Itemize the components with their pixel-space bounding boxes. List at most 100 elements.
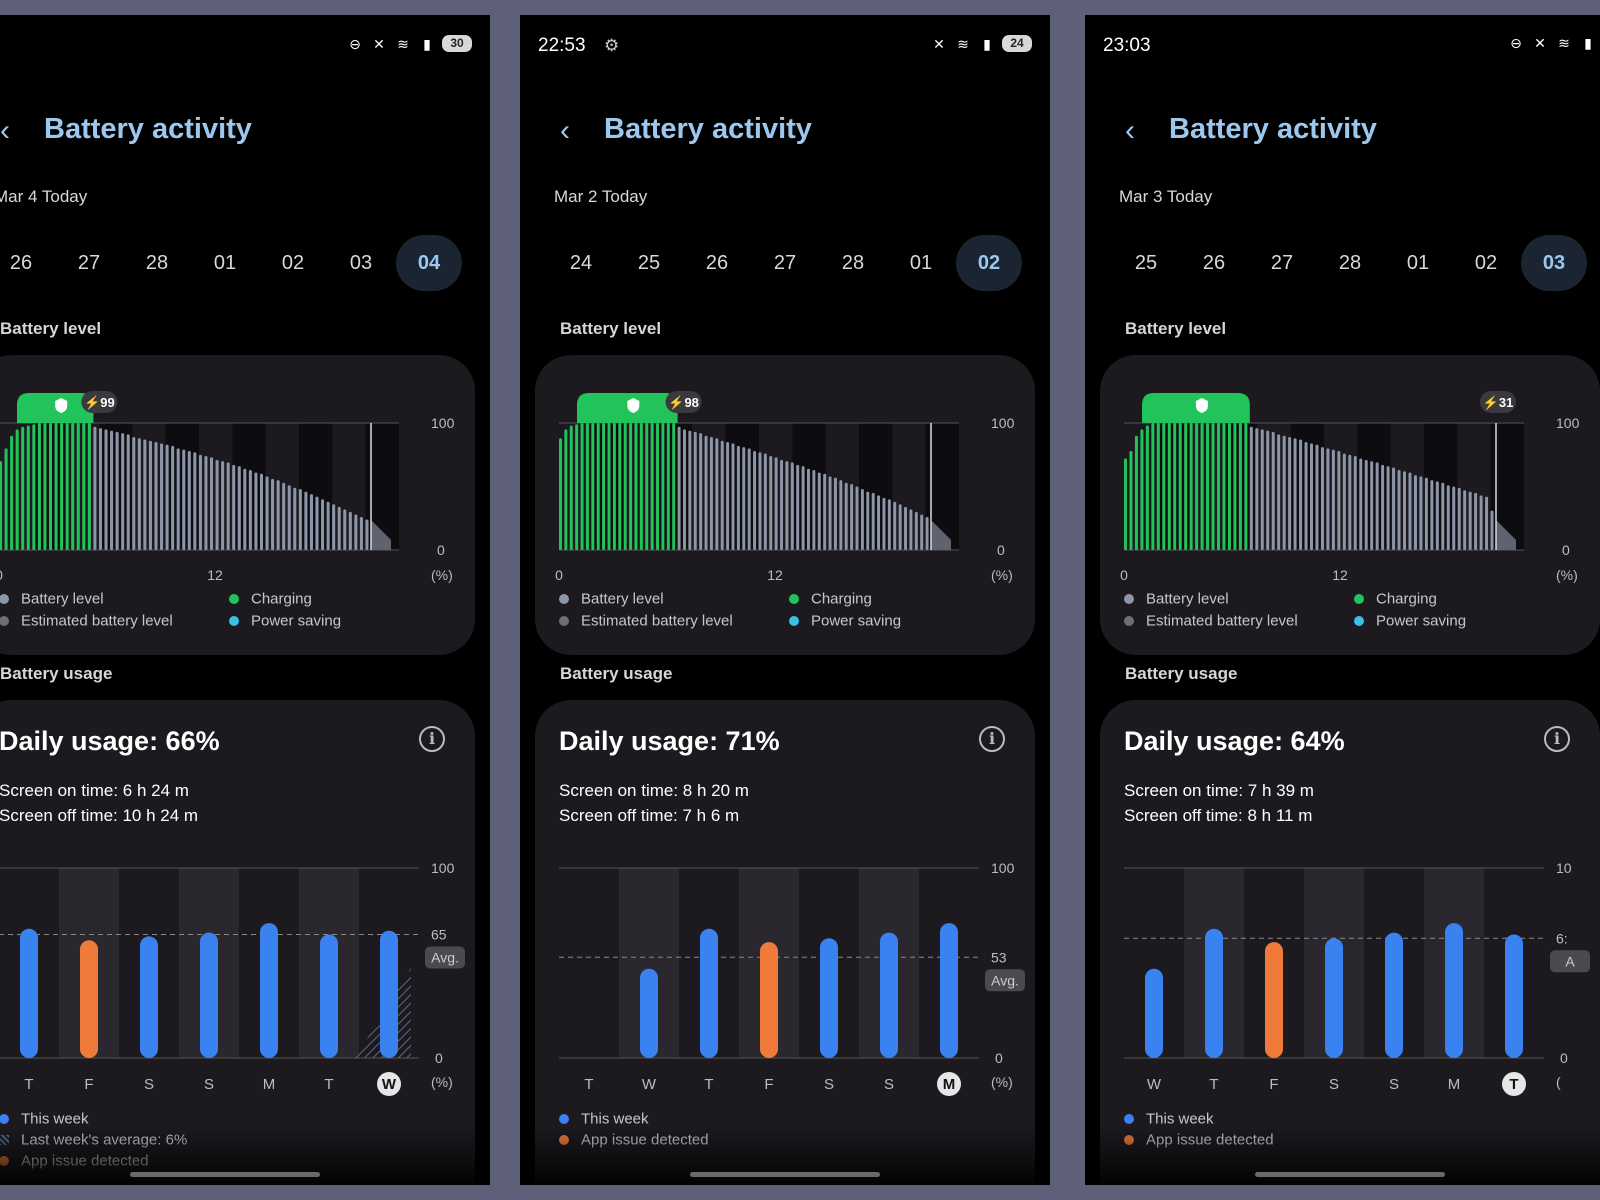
day-chip[interactable]: 24 <box>569 252 593 274</box>
battery-bar <box>259 473 264 550</box>
battery-bar <box>1315 444 1319 550</box>
charging-bar <box>82 423 86 550</box>
charging-bar <box>1222 423 1226 550</box>
home-indicator[interactable] <box>1255 1172 1445 1177</box>
battery-bar <box>785 461 789 550</box>
battery-level-chart: ⚡99 100 0 (%) 0 12 <box>0 391 455 583</box>
battery-bar <box>221 461 225 550</box>
charge-badge-text: ⚡99 <box>84 395 115 411</box>
battery-bar <box>1249 426 1253 550</box>
current-day-marker <box>1502 1072 1526 1096</box>
page-title: Battery activity <box>44 113 252 145</box>
charging-bar <box>618 423 622 550</box>
day-chip[interactable]: 26 <box>9 252 33 274</box>
legend-item: Estimated battery level <box>0 612 173 630</box>
weekday-label: F <box>1269 1076 1278 1093</box>
day-chip[interactable]: 01 <box>909 252 933 274</box>
day-chip[interactable]: 26 <box>705 252 729 274</box>
legend-item: Battery level <box>1124 590 1229 608</box>
day-chip[interactable]: 27 <box>1270 252 1294 274</box>
phone-screen-1: 03 ⊖ ✕ ≋ ▮ 30 ‹ Battery activity Mar 4 Today 26 27… <box>0 15 490 1185</box>
status-time: 23:03 <box>1103 35 1151 56</box>
battery-bar <box>758 452 762 550</box>
usage-bar <box>880 932 898 1058</box>
status-bar: 03⊖✕≋▮30 <box>0 35 472 59</box>
day-chip[interactable]: 03 <box>1521 235 1587 291</box>
battery-bar <box>1304 442 1308 550</box>
battery-bar <box>812 469 816 550</box>
page-title: Battery activity <box>604 113 812 145</box>
day-chip[interactable]: 25 <box>1134 252 1158 274</box>
home-indicator[interactable] <box>130 1172 320 1177</box>
screen-off-time: Screen off time: 7 h 6 m <box>559 806 740 825</box>
charging-bar <box>1206 423 1210 550</box>
back-arrow-icon[interactable]: ‹ <box>1125 114 1135 147</box>
charging-bar <box>580 423 584 550</box>
battery-bar <box>93 426 97 550</box>
x-axis-label-12: 12 <box>207 567 223 583</box>
battery-bar <box>1430 480 1434 550</box>
shield-icon <box>627 398 640 413</box>
back-arrow-icon[interactable]: ‹ <box>0 114 10 147</box>
day-chip[interactable]: 28 <box>841 252 865 274</box>
day-chip[interactable]: 03 <box>349 252 373 274</box>
day-chip[interactable]: 26 <box>1202 252 1226 274</box>
battery-bar <box>337 506 341 550</box>
battery-bar <box>1463 490 1467 550</box>
battery-bar <box>1474 492 1478 550</box>
charging-bar <box>1140 429 1144 550</box>
charging-bar <box>60 423 64 550</box>
battery-bar <box>925 516 929 550</box>
day-chip[interactable]: 02 <box>1474 252 1498 274</box>
battery-bar <box>855 486 859 550</box>
day-chip[interactable]: 28 <box>1338 252 1362 274</box>
legend-item: Charging <box>1354 590 1437 608</box>
home-indicator[interactable] <box>690 1172 880 1177</box>
day-chip[interactable]: 28 <box>145 252 169 274</box>
do-not-disturb-icon: ⊖ <box>349 35 361 52</box>
usage-bar <box>1445 923 1463 1058</box>
battery-status-icon: 24 <box>1002 35 1032 52</box>
battery-bar <box>1320 447 1324 550</box>
date-label: Mar 4 Today <box>0 187 88 206</box>
battery-bar <box>276 480 280 550</box>
x-axis-label-12: 12 <box>1332 567 1348 583</box>
day-chip[interactable]: 27 <box>77 252 101 274</box>
battery-bar <box>176 448 180 550</box>
battery-bar <box>828 476 832 550</box>
charging-bar <box>591 423 595 550</box>
charging-bar <box>1167 423 1171 550</box>
battery-bar <box>182 449 186 550</box>
back-arrow-icon[interactable]: ‹ <box>560 114 570 147</box>
day-chip[interactable]: 01 <box>1406 252 1430 274</box>
legend-item: Battery level <box>0 590 104 608</box>
battery-bar <box>1397 469 1401 550</box>
x-axis-label-0: 0 <box>0 567 3 583</box>
charging-bar <box>87 423 91 550</box>
battery-bar <box>1277 434 1281 550</box>
info-icon[interactable]: i <box>419 726 445 752</box>
day-chip[interactable]: 02 <box>956 235 1022 291</box>
charging-bar <box>1178 423 1182 550</box>
day-chip[interactable]: 01 <box>213 252 237 274</box>
battery-bar <box>774 457 778 550</box>
y-axis-unit: (%) <box>991 567 1013 583</box>
battery-bar <box>1452 486 1456 550</box>
battery-bar <box>132 436 136 550</box>
day-chip[interactable]: 27 <box>773 252 797 274</box>
battery-bar <box>1299 439 1303 550</box>
battery-bar <box>769 456 773 550</box>
day-chip[interactable]: 25 <box>637 252 661 274</box>
charge-badge <box>665 391 702 413</box>
battery-bar <box>833 477 837 550</box>
battery-usage-card: Daily usage: 64% i Screen on time: 7 h 39 … <box>1100 700 1600 1185</box>
battery-bar <box>1282 435 1286 550</box>
info-icon[interactable]: i <box>979 726 1005 752</box>
battery-bar <box>187 450 191 550</box>
header: ‹ Battery activity <box>560 111 1020 155</box>
battery-bar <box>293 487 297 550</box>
battery-bar <box>226 462 230 550</box>
info-icon[interactable]: i <box>1544 726 1570 752</box>
day-chip[interactable]: 02 <box>281 252 305 274</box>
day-chip[interactable]: 04 <box>396 235 462 291</box>
